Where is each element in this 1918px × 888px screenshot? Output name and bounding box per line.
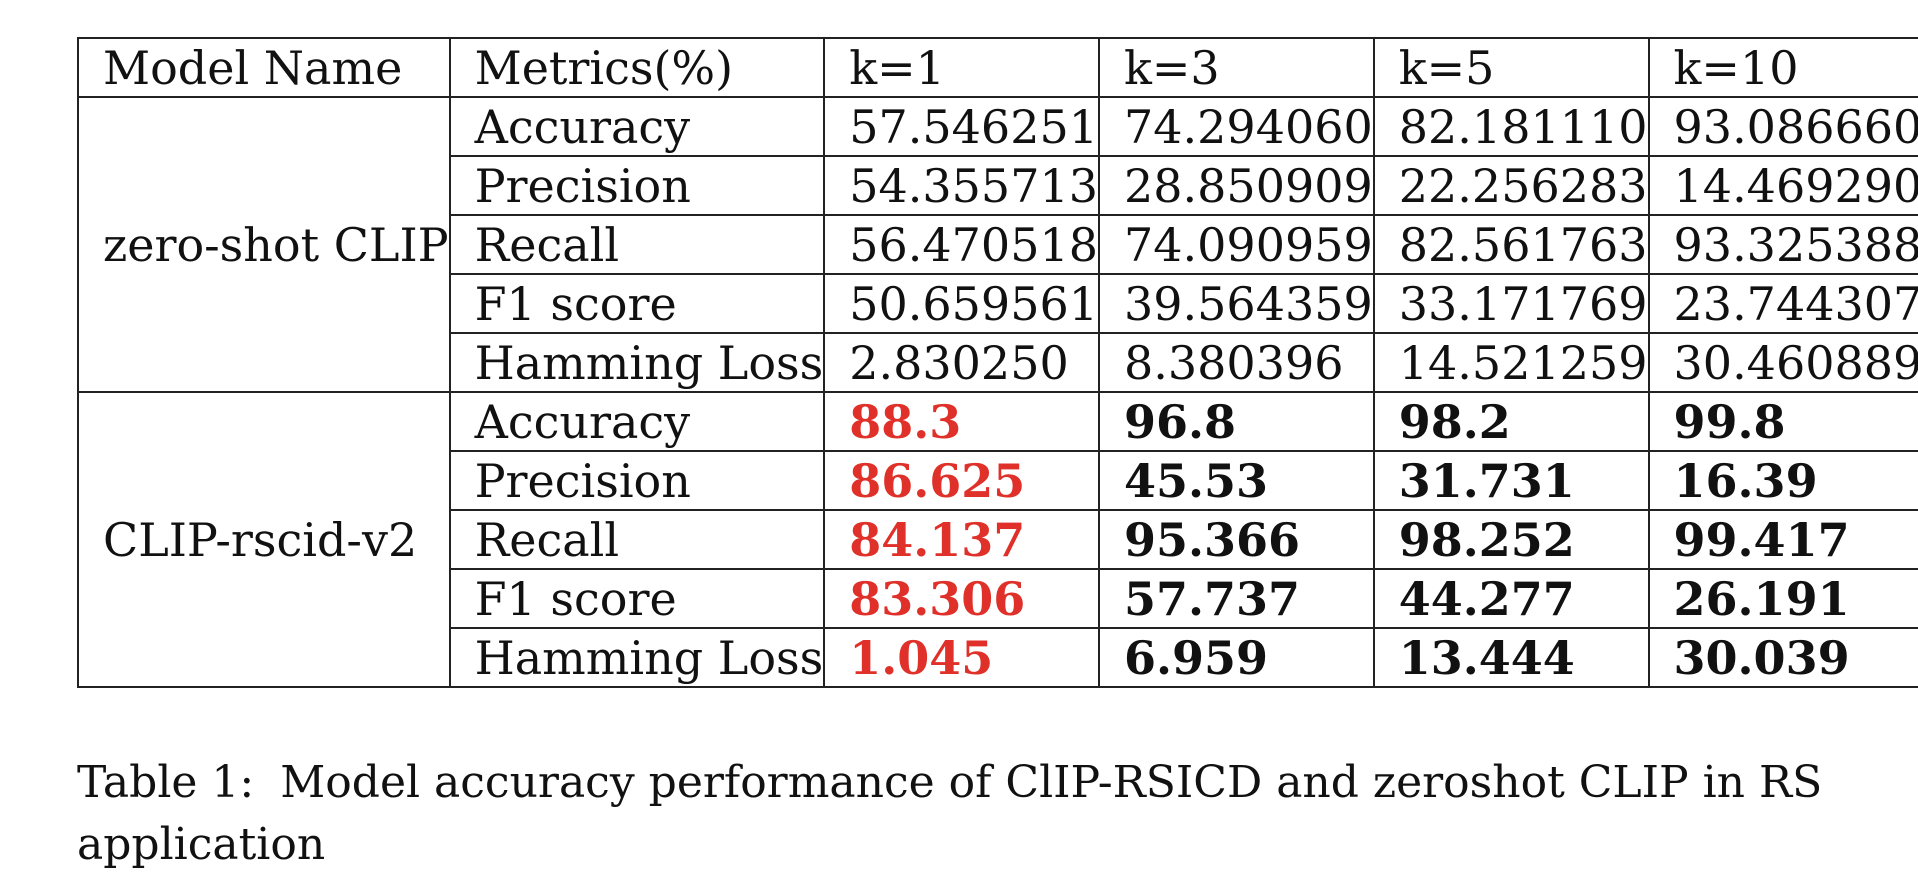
- metric-name-cell: F1 score: [448, 568, 826, 629]
- bold-value-cell: 16.39: [1647, 450, 1918, 511]
- bold-value-cell: 44.277: [1372, 568, 1650, 629]
- table-row: Recall 56.470518 74.090959 82.561763 93.…: [78, 214, 1918, 275]
- highlight-value-cell: 86.625: [823, 450, 1100, 511]
- bold-value-cell: 98.252: [1372, 509, 1650, 570]
- bold-value-cell: 57.737: [1098, 568, 1375, 629]
- bold-value-cell: 99.417: [1647, 509, 1918, 570]
- model-name-cell: zero-shot CLIP: [77, 96, 451, 393]
- bold-value-cell: 13.444: [1372, 627, 1650, 688]
- value-cell: 82.561763: [1372, 214, 1650, 275]
- table-caption: Table 1: Model accuracy performance of Cl…: [77, 752, 1837, 876]
- table-row: Precision 54.355713 28.850909 22.256283 …: [78, 155, 1918, 216]
- header-k1: k=1: [823, 37, 1100, 98]
- caption-label: Table 1:: [77, 757, 255, 808]
- highlight-value-cell: 83.306: [823, 568, 1100, 629]
- table-row: Hamming Loss 1.045 6.959 13.444 30.039: [78, 627, 1918, 688]
- table-row: CLIP-rscid-v2 Accuracy 88.3 96.8 98.2 99…: [77, 391, 1918, 688]
- highlight-value-cell: 1.045: [823, 627, 1100, 688]
- header-metrics: Metrics(%): [448, 37, 826, 98]
- header-model-name: Model Name: [77, 37, 451, 98]
- metric-name-cell: Precision: [448, 155, 826, 216]
- value-cell: 39.564359: [1098, 273, 1375, 334]
- bold-value-cell: 98.2: [1372, 391, 1650, 452]
- value-cell: 2.830250: [823, 332, 1100, 393]
- metric-name-cell: Recall: [448, 509, 826, 570]
- bold-value-cell: 96.8: [1098, 391, 1375, 452]
- bold-value-cell: 99.8: [1647, 391, 1918, 452]
- highlight-value-cell: 88.3: [823, 391, 1100, 452]
- table-row: Hamming Loss 2.830250 8.380396 14.521259…: [78, 332, 1918, 393]
- value-cell: 23.744307: [1647, 273, 1918, 334]
- value-cell: 54.355713: [823, 155, 1100, 216]
- metric-name-cell: Hamming Loss: [448, 332, 826, 393]
- value-cell: 74.090959: [1098, 214, 1375, 275]
- model-name-cell: CLIP-rscid-v2: [77, 391, 451, 688]
- metric-name-cell: Accuracy: [448, 96, 826, 157]
- table-row: F1 score 50.659561 39.564359 33.171769 2…: [78, 273, 1918, 334]
- value-cell: 22.256283: [1372, 155, 1650, 216]
- value-cell: 93.325388: [1647, 214, 1918, 275]
- table-row: Recall 84.137 95.366 98.252 99.417: [78, 509, 1918, 570]
- value-cell: 74.294060: [1098, 96, 1375, 157]
- table-header-row: Model Name Metrics(%) k=1 k=3 k=5 k=10: [77, 37, 1918, 98]
- value-cell: 93.086660: [1647, 96, 1918, 157]
- bold-value-cell: 6.959: [1098, 627, 1375, 688]
- value-cell: 56.470518: [823, 214, 1100, 275]
- header-k5: k=5: [1372, 37, 1650, 98]
- value-cell: 8.380396: [1098, 332, 1375, 393]
- header-k10: k=10: [1647, 37, 1918, 98]
- results-table: Model Name Metrics(%) k=1 k=3 k=5 k=10 z…: [77, 37, 1918, 688]
- caption-text: Model accuracy performance of ClIP-RSICD…: [77, 757, 1823, 870]
- bold-value-cell: 31.731: [1372, 450, 1650, 511]
- value-cell: 57.546251: [823, 96, 1100, 157]
- metric-name-cell: F1 score: [448, 273, 826, 334]
- value-cell: 50.659561: [823, 273, 1100, 334]
- bold-value-cell: 30.039: [1647, 627, 1918, 688]
- highlight-value-cell: 84.137: [823, 509, 1100, 570]
- metric-name-cell: Precision: [448, 450, 826, 511]
- value-cell: 14.521259: [1372, 332, 1650, 393]
- table-row: Precision 86.625 45.53 31.731 16.39: [78, 450, 1918, 511]
- metric-name-cell: Accuracy: [448, 391, 826, 452]
- value-cell: 82.181110: [1372, 96, 1650, 157]
- table-row: zero-shot CLIP Accuracy 57.546251 74.294…: [77, 96, 1918, 393]
- metric-name-cell: Recall: [448, 214, 826, 275]
- bold-value-cell: 26.191: [1647, 568, 1918, 629]
- value-cell: 33.171769: [1372, 273, 1650, 334]
- metric-name-cell: Hamming Loss: [448, 627, 826, 688]
- bold-value-cell: 95.366: [1098, 509, 1375, 570]
- bold-value-cell: 45.53: [1098, 450, 1375, 511]
- value-cell: 28.850909: [1098, 155, 1375, 216]
- value-cell: 14.469290: [1647, 155, 1918, 216]
- table-row: F1 score 83.306 57.737 44.277 26.191: [78, 568, 1918, 629]
- header-k3: k=3: [1098, 37, 1375, 98]
- value-cell: 30.460889: [1647, 332, 1918, 393]
